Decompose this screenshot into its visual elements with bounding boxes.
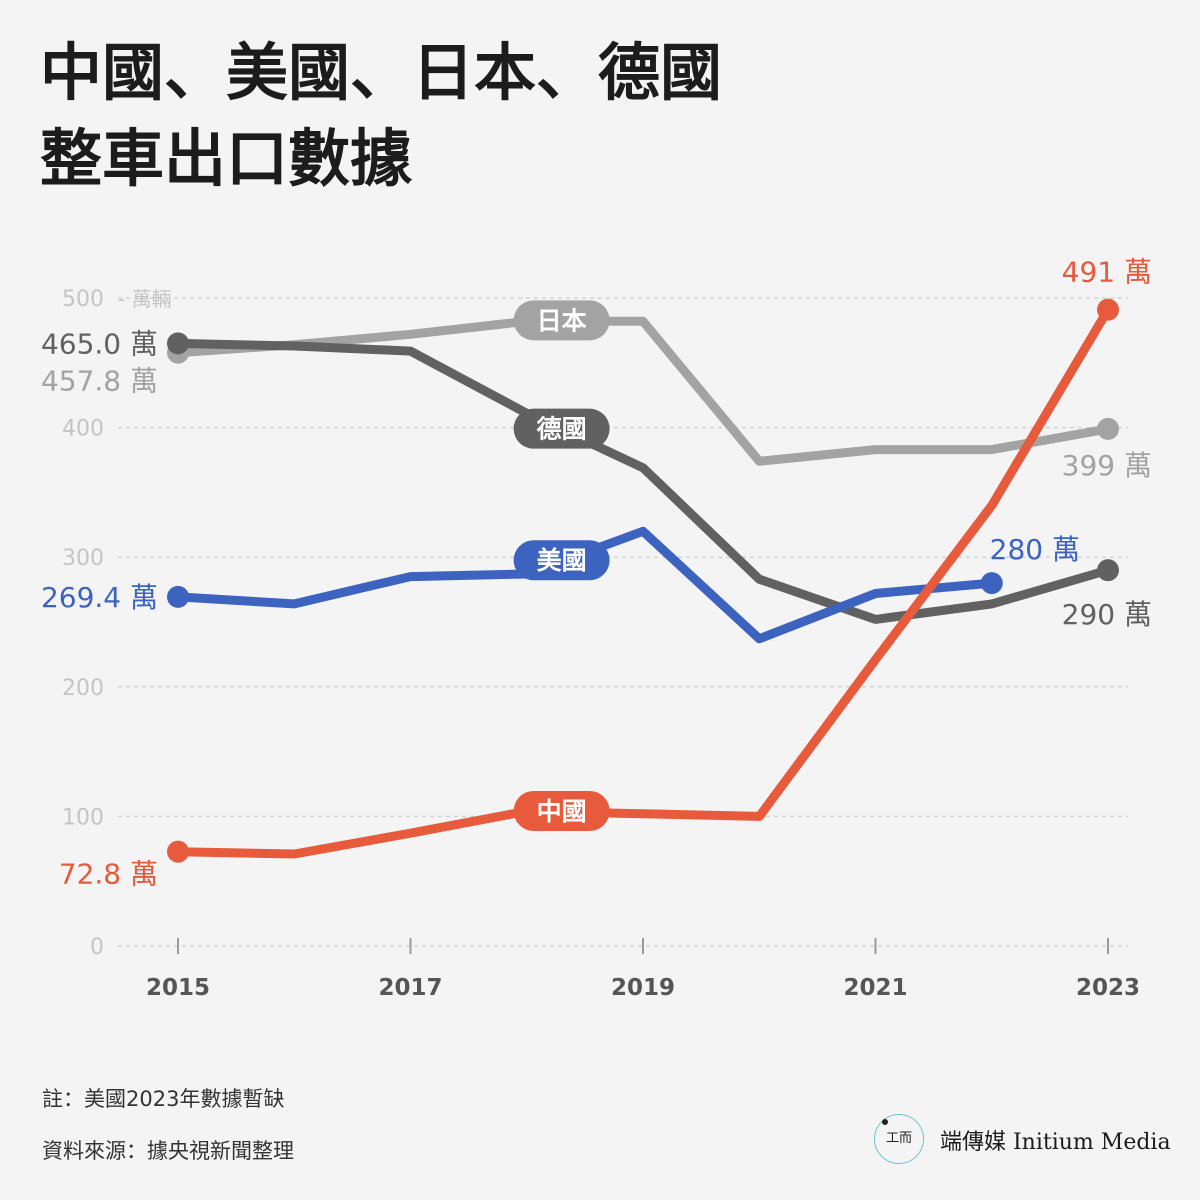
end-value-label: 290 萬 bbox=[1062, 598, 1152, 631]
y-unit-label: - 萬輛 bbox=[118, 287, 172, 311]
line-chart: 0 100 200 300 400 500 - 萬輛 2015 2017 2019 2021 2023… bbox=[41, 256, 1152, 1001]
end-value-label: 280 萬 bbox=[990, 533, 1080, 566]
chart-title-line-1: 中國、美國、日本、德國 bbox=[40, 36, 723, 109]
y-tick-label: 200 bbox=[62, 676, 104, 701]
start-point-德國 bbox=[167, 332, 189, 355]
x-tick-label: 2021 bbox=[843, 975, 907, 1001]
source-note: 資料來源：據央視新聞整理 bbox=[42, 1139, 294, 1163]
end-value-label: 399 萬 bbox=[1062, 449, 1152, 482]
start-point-中國 bbox=[167, 840, 189, 863]
series-pill-德國 bbox=[513, 408, 610, 449]
series-name-label: 中國 bbox=[537, 797, 587, 826]
footnote: 註：美國2023年數據暫缺 bbox=[42, 1087, 285, 1111]
series-pill-中國 bbox=[513, 790, 610, 831]
series-line-中國 bbox=[173, 305, 1113, 859]
series-pill-美國 bbox=[513, 540, 610, 581]
y-tick-label: 400 bbox=[62, 417, 104, 442]
series-name-label: 德國 bbox=[537, 415, 587, 444]
y-tick-label: 0 bbox=[90, 935, 104, 960]
x-tick-label: 2017 bbox=[378, 975, 442, 1001]
series-line-日本 bbox=[173, 316, 1113, 466]
x-tick-label: 2015 bbox=[146, 975, 210, 1001]
y-tick-label: 300 bbox=[62, 546, 104, 571]
start-point-美國 bbox=[167, 585, 189, 608]
chart-title: 中國、美國、日本、德國 整車出口數據 bbox=[40, 30, 722, 202]
series-name-label: 日本 bbox=[537, 306, 587, 335]
end-value-label: 491 萬 bbox=[1062, 256, 1152, 289]
start-value-label: 269.4 萬 bbox=[41, 581, 158, 614]
initium-logo-icon: 工而 bbox=[874, 1114, 924, 1164]
series-pill-日本 bbox=[513, 300, 610, 341]
start-value-label: 72.8 萬 bbox=[59, 858, 158, 891]
end-point-中國 bbox=[1097, 298, 1119, 321]
x-tick-label: 2019 bbox=[611, 975, 675, 1001]
y-tick-label: 500 bbox=[62, 287, 104, 312]
brand-logo: 工而 端傳媒 Initium Media bbox=[874, 1114, 1200, 1170]
end-point-美國 bbox=[980, 572, 1003, 595]
brand-name: 端傳媒 Initium Media bbox=[940, 1130, 1171, 1155]
y-tick-label: 100 bbox=[62, 805, 104, 830]
series-name-label: 美國 bbox=[537, 546, 587, 575]
chart-title-line-2: 整車出口數據 bbox=[40, 122, 413, 195]
start-value-label: 465.0 萬 bbox=[41, 327, 158, 360]
series-line-德國 bbox=[173, 338, 1113, 624]
x-tick-label: 2023 bbox=[1076, 975, 1140, 1001]
start-value-label: 457.8 萬 bbox=[41, 365, 158, 398]
end-point-德國 bbox=[1097, 559, 1119, 582]
end-point-日本 bbox=[1097, 417, 1119, 440]
